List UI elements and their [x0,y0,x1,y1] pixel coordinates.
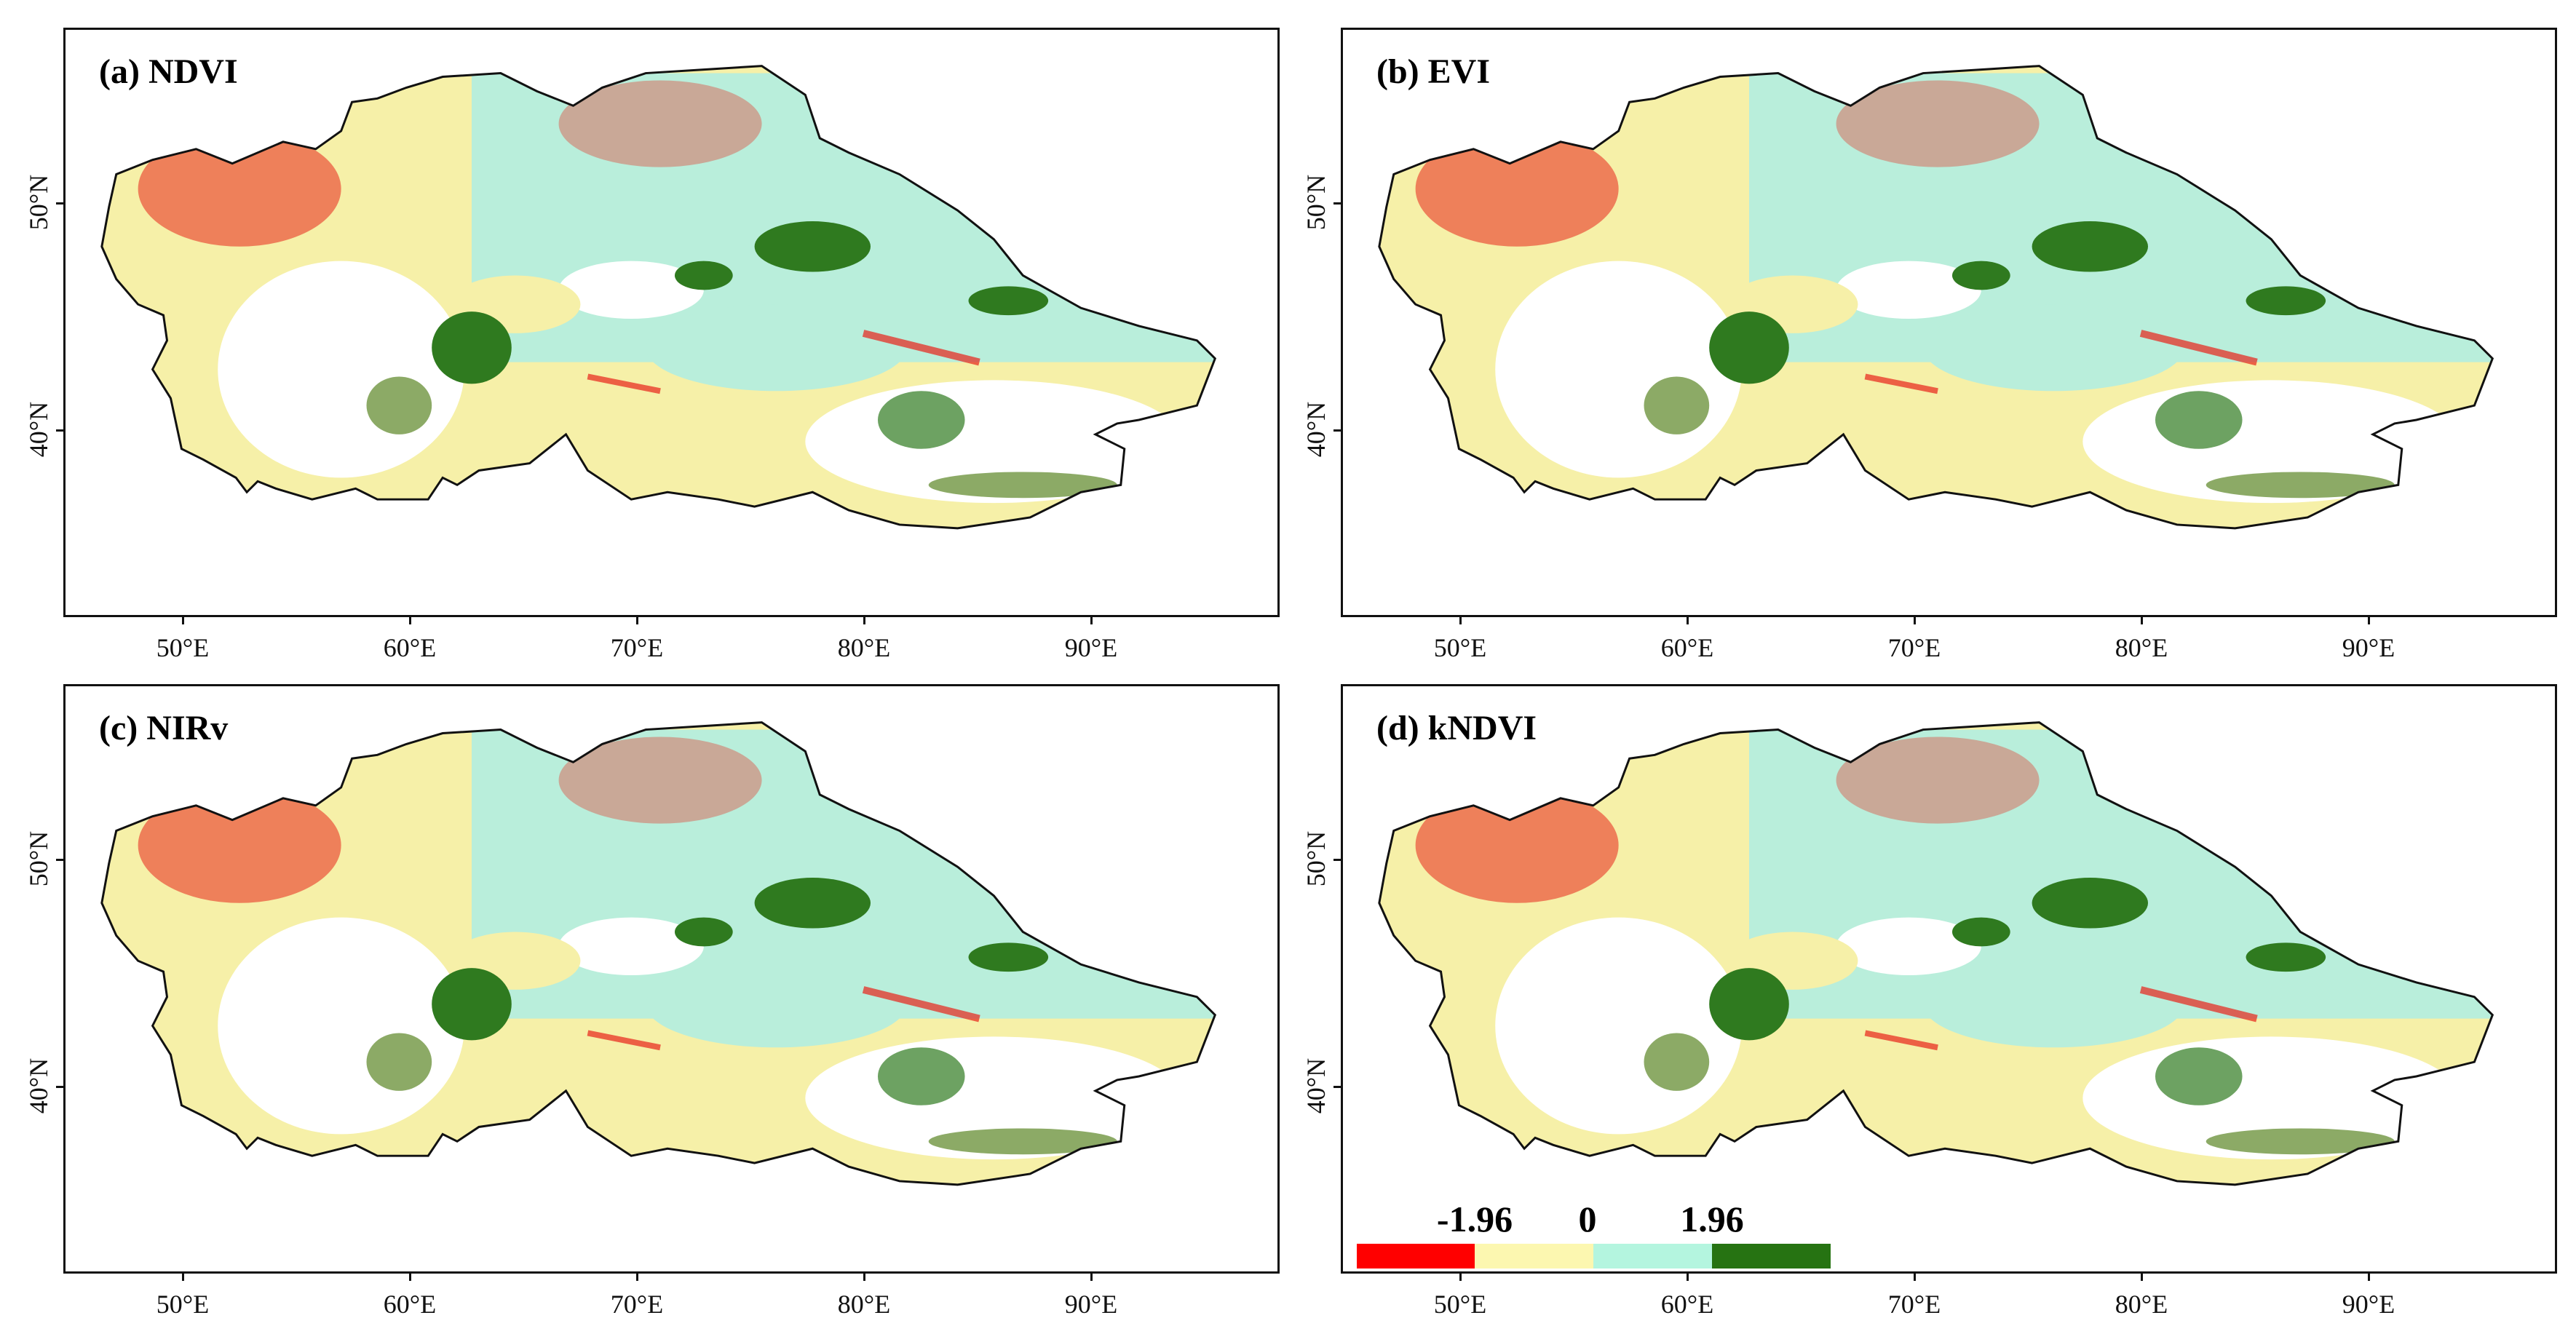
legend-swatch-cyan [1593,1244,1712,1269]
y-tick-label: 40°N [1301,401,1331,458]
y-tick-label: 50°N [1301,174,1331,231]
y-tick-label: 50°N [24,174,54,231]
y-tick-mark [1333,1086,1341,1088]
x-tick-mark [1090,1274,1093,1281]
y-tick-label: 40°N [24,401,54,458]
y-tick-mark [56,1086,63,1088]
x-tick-mark [1459,617,1462,624]
region-map [66,686,1277,1271]
region-map [1343,30,2555,615]
y-tick-mark [1333,859,1341,861]
x-tick-label: 60°E [383,633,437,662]
x-tick-mark [1687,617,1689,624]
x-tick-mark [636,617,638,624]
x-tick-mark [409,617,411,624]
legend-swatch-red [1357,1244,1475,1269]
x-tick-mark [1459,1274,1462,1281]
x-tick-mark [2141,1274,2143,1281]
y-tick-label: 40°N [24,1057,54,1114]
legend-label-high: 1.96 [1680,1199,1744,1239]
y-tick-mark [56,429,63,432]
panel-title: (b) EVI [1376,52,1491,91]
y-tick-label: 50°N [1301,830,1331,887]
map-panel-evi: (b) EVI [1341,28,2557,617]
x-tick-label: 90°E [1064,633,1118,662]
map-panel-nirv: (c) NIRv [63,684,1280,1274]
y-tick-mark [56,202,63,205]
panel-title: (a) NDVI [99,52,238,91]
map-panel-kndvi: (d) kNDVI [1341,684,2557,1274]
x-tick-label: 60°E [1660,633,1714,662]
x-tick-label: 80°E [837,633,891,662]
region-map [66,30,1277,615]
legend-swatch-green [1712,1244,1831,1269]
y-tick-mark [1333,429,1341,432]
legend-label-zero: 0 [1578,1199,1597,1239]
x-tick-label: 60°E [383,1290,437,1319]
x-tick-mark [182,1274,184,1281]
region-map [1343,686,2555,1271]
x-tick-mark [1687,1274,1689,1281]
x-tick-mark [863,617,865,624]
x-tick-label: 50°E [156,1290,210,1319]
x-tick-label: 90°E [2342,633,2395,662]
x-tick-mark [2368,617,2370,624]
y-tick-mark [56,859,63,861]
x-tick-label: 80°E [837,1290,891,1319]
panel-title: (d) kNDVI [1376,709,1537,747]
x-tick-label: 80°E [2115,633,2168,662]
x-tick-label: 70°E [1887,633,1941,662]
x-tick-label: 50°E [156,633,210,662]
y-tick-mark [1333,202,1341,205]
panel-title: (c) NIRv [99,709,229,747]
x-tick-mark [863,1274,865,1281]
x-tick-label: 90°E [2342,1290,2395,1319]
x-tick-label: 50°E [1433,1290,1487,1319]
legend-swatch-yellow [1475,1244,1593,1269]
x-tick-label: 60°E [1660,1290,1714,1319]
y-tick-label: 40°N [1301,1057,1331,1114]
x-tick-label: 80°E [2115,1290,2168,1319]
y-tick-label: 50°N [24,830,54,887]
x-tick-mark [1914,617,1916,624]
map-panel-ndvi: (a) NDVI [63,28,1280,617]
x-tick-mark [2368,1274,2370,1281]
x-tick-mark [182,617,184,624]
x-tick-mark [409,1274,411,1281]
x-tick-label: 70°E [610,1290,664,1319]
x-tick-label: 70°E [1887,1290,1941,1319]
x-tick-label: 90°E [1064,1290,1118,1319]
x-tick-mark [1090,617,1093,624]
legend-label-low: -1.96 [1436,1199,1513,1239]
x-tick-label: 70°E [610,633,664,662]
x-tick-mark [1914,1274,1916,1281]
x-tick-mark [636,1274,638,1281]
x-tick-label: 50°E [1433,633,1487,662]
x-tick-mark [2141,617,2143,624]
